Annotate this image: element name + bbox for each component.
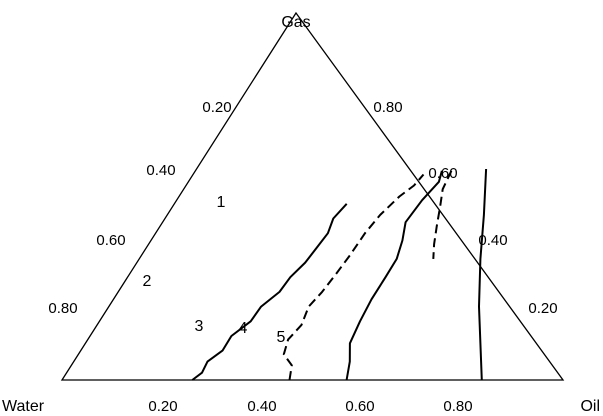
triangle-frame [60,11,565,381]
series-line-1 [478,168,488,381]
bottom-tick-3: 0.60 [345,398,374,415]
right-tick-4: 0.20 [528,300,557,317]
series-line-5 [432,170,453,259]
right-tick-2: 0.60 [428,165,457,182]
left-tick-1: 0.20 [202,99,231,116]
left-tick-3: 0.60 [96,232,125,249]
curve-label-2: 2 [143,273,152,290]
series-layer [191,168,488,381]
right-tick-3: 0.40 [478,232,507,249]
vertex-label-right: Oil [580,398,600,415]
series-line-4 [345,170,443,381]
right-tick-1: 0.80 [373,99,402,116]
bottom-tick-1: 0.20 [148,398,177,415]
vertex-label-left: Water [2,398,45,415]
curve-label-1: 1 [217,194,226,211]
left-tick-4: 0.80 [48,300,77,317]
curve-label-3: 3 [195,318,204,335]
curve-label-4: 4 [239,320,248,337]
curve-label-5: 5 [277,329,286,346]
series-line-2 [191,203,348,381]
left-tick-2: 0.40 [146,162,175,179]
bottom-tick-4: 0.80 [443,398,472,415]
bottom-tick-2: 0.40 [247,398,276,415]
series-line-3 [282,173,425,381]
vertex-label-top: Gas [281,14,310,31]
